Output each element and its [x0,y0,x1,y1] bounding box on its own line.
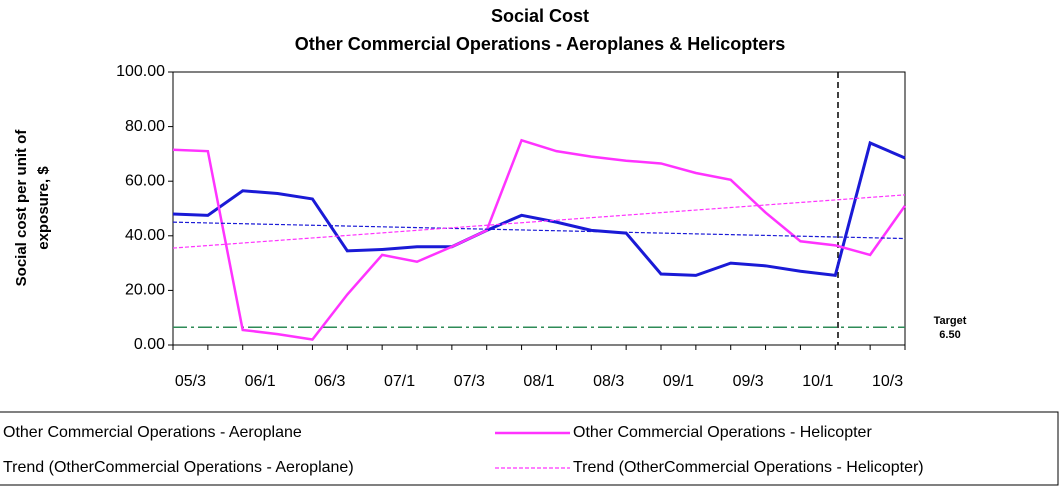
y-tick-label: 0.00 [134,336,165,353]
legend-label: Other Commercial Operations - Helicopter [573,424,872,441]
plot-area [172,71,906,346]
x-tick-label: 09/1 [663,373,694,390]
target-value: 6.50 [939,329,960,341]
x-tick-label: 07/3 [454,373,485,390]
series-line [172,140,906,278]
target-label: Target [934,315,967,327]
x-tick-label: 10/1 [802,373,833,390]
legend-label: Trend (OtherCommercial Operations - Heli… [573,459,924,476]
x-tick-label: 06/3 [314,373,345,390]
legend-box [0,411,1059,486]
y-tick-label: 40.00 [125,227,165,244]
x-tick-label: 10/3 [872,373,903,390]
chart-title: Social Cost [491,6,589,26]
y-tick-label: 100.00 [116,63,165,80]
legend-label: Other Commercial Operations - Aeroplane [3,424,302,441]
series-line [172,138,907,341]
legend-label: Trend (OtherCommercial Operations - Aero… [3,459,354,476]
x-tick-label: 08/3 [593,373,624,390]
x-tick-label: 09/3 [733,373,764,390]
x-tick-label: 06/1 [245,373,276,390]
y-axis-title: Social cost per unit of [13,129,30,287]
x-tick-label: 08/1 [523,373,554,390]
series-line [172,221,906,240]
y-tick-label: 20.00 [125,282,165,299]
chart-subtitle: Other Commercial Operations - Aeroplanes… [295,34,785,54]
x-tick-label: 05/3 [175,373,206,390]
series-line [172,194,906,249]
x-tick-label: 07/1 [384,373,415,390]
y-axis-title: exposure, $ [35,166,52,250]
y-tick-label: 60.00 [125,172,165,189]
y-tick-label: 80.00 [125,118,165,135]
